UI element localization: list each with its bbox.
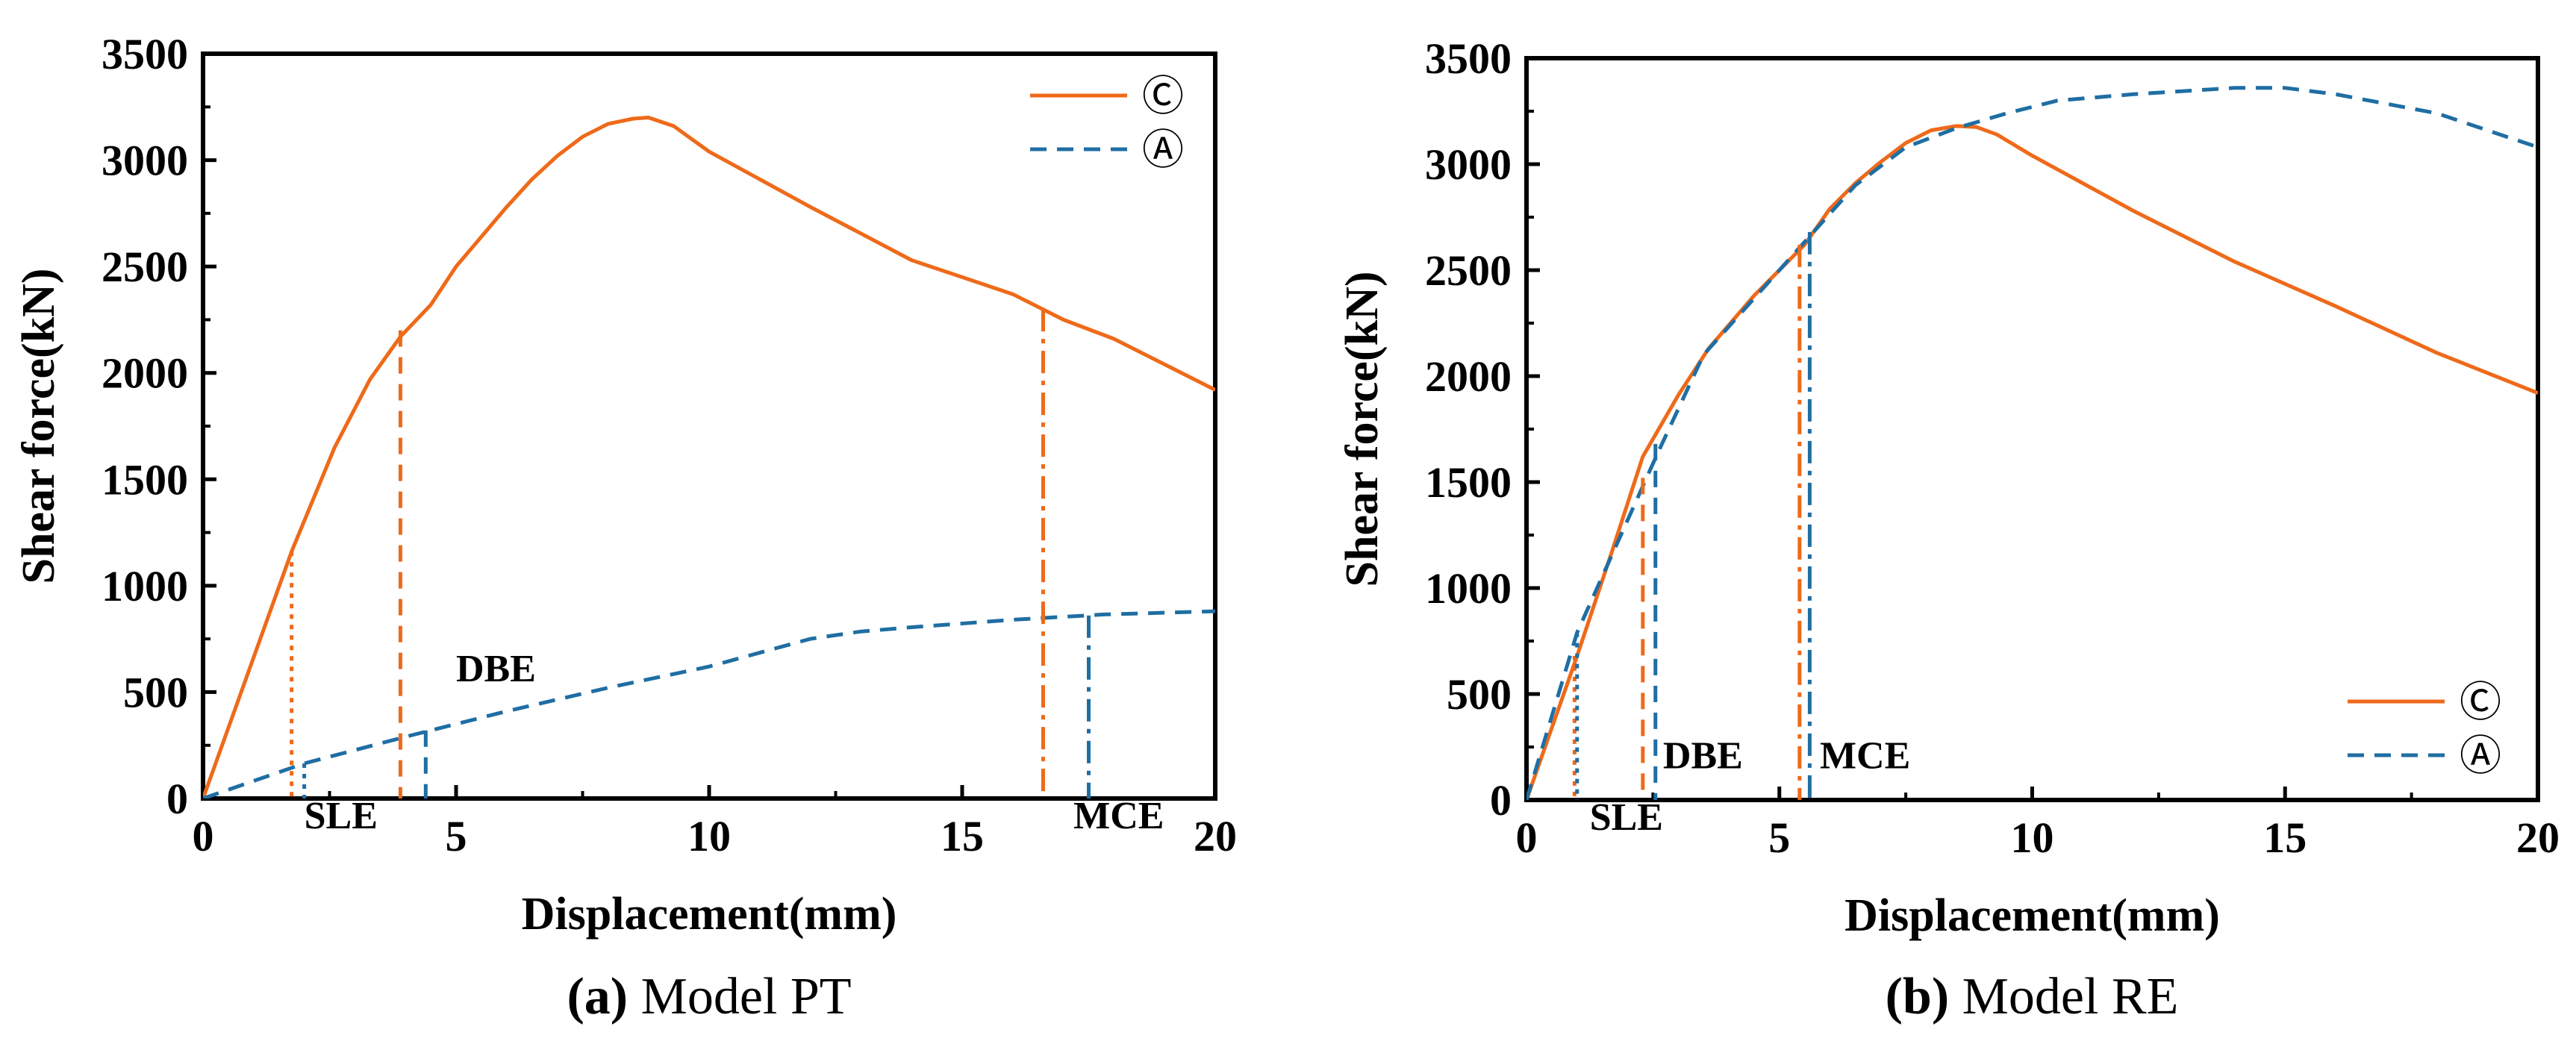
y-tick-label: 2000: [1425, 352, 1512, 401]
annotation-sle: SLE: [1590, 796, 1663, 839]
y-axis-title: Shear force(kN): [1337, 271, 1388, 587]
panel-caption: (b) Model RE: [1886, 968, 2179, 1025]
y-tick-label: 1000: [1425, 564, 1512, 613]
caption-title: Model RE: [1949, 968, 2178, 1025]
panel-caption: (a) Model PT: [567, 968, 851, 1025]
legend-label: Ⓒ: [2460, 678, 2501, 727]
y-tick-label: 0: [1490, 776, 1512, 825]
x-tick-label: 15: [2263, 813, 2307, 862]
caption-letter: (a): [567, 968, 628, 1025]
legend-label: Ⓒ: [1142, 72, 1184, 121]
annotation-sle: SLE: [305, 795, 378, 837]
x-tick-label: 0: [1516, 813, 1538, 862]
y-tick-label: 2500: [1425, 246, 1512, 295]
y-tick-label: 0: [166, 775, 188, 823]
y-tick-label: 1500: [1425, 458, 1512, 507]
series-line-a: [203, 609, 1215, 798]
legend-label: Ⓐ: [1142, 126, 1184, 175]
x-tick-label: 5: [446, 812, 467, 860]
annotation-mce: MCE: [1820, 734, 1910, 777]
x-axis-title: Displacement(mm): [1844, 890, 2220, 941]
x-tick-label: 10: [687, 812, 731, 860]
x-tick-label: 15: [941, 812, 984, 860]
x-tick-label: 0: [193, 812, 214, 860]
y-tick-label: 500: [123, 668, 188, 716]
chart-panel-1: 0 5 10 15 20 0 500 1000 1500 2000 2500 3000 3500 Disp…: [1337, 34, 2560, 1025]
series-line-c: [203, 116, 1215, 798]
series-line-a: [1526, 86, 2538, 800]
plot-frame: [1524, 56, 2540, 802]
y-tick-label: 1000: [102, 562, 188, 610]
y-tick-label: 3500: [1425, 34, 1512, 83]
caption-letter: (b): [1886, 968, 1950, 1025]
x-tick-label: 5: [1768, 813, 1790, 862]
x-tick-label: 20: [1194, 812, 1237, 860]
annotation-dbe: DBE: [1663, 734, 1743, 777]
y-tick-label: 2500: [102, 243, 188, 291]
y-tick-label: 500: [1447, 670, 1512, 719]
x-axis-title: Displacement(mm): [522, 889, 897, 940]
x-tick-label: 10: [2011, 813, 2054, 862]
y-tick-label: 2000: [102, 349, 188, 398]
series-line-c: [1526, 124, 2538, 800]
plot-frame: [201, 51, 1217, 801]
x-tick-label: 20: [2516, 813, 2560, 862]
legend-label: Ⓐ: [2460, 732, 2501, 781]
annotation-dbe: DBE: [456, 648, 536, 690]
y-tick-label: 3500: [102, 30, 188, 78]
y-tick-label: 3000: [1425, 140, 1512, 189]
y-tick-label: 1500: [102, 455, 188, 504]
caption-title: Model PT: [628, 968, 851, 1025]
annotation-mce: MCE: [1073, 795, 1164, 837]
chart-panel-0: 0 5 10 15 20 0 500 1000 1500 2000 2500 3000 3500 Disp…: [13, 30, 1237, 1025]
y-axis-title: Shear force(kN): [13, 268, 64, 584]
y-tick-label: 3000: [102, 137, 188, 185]
